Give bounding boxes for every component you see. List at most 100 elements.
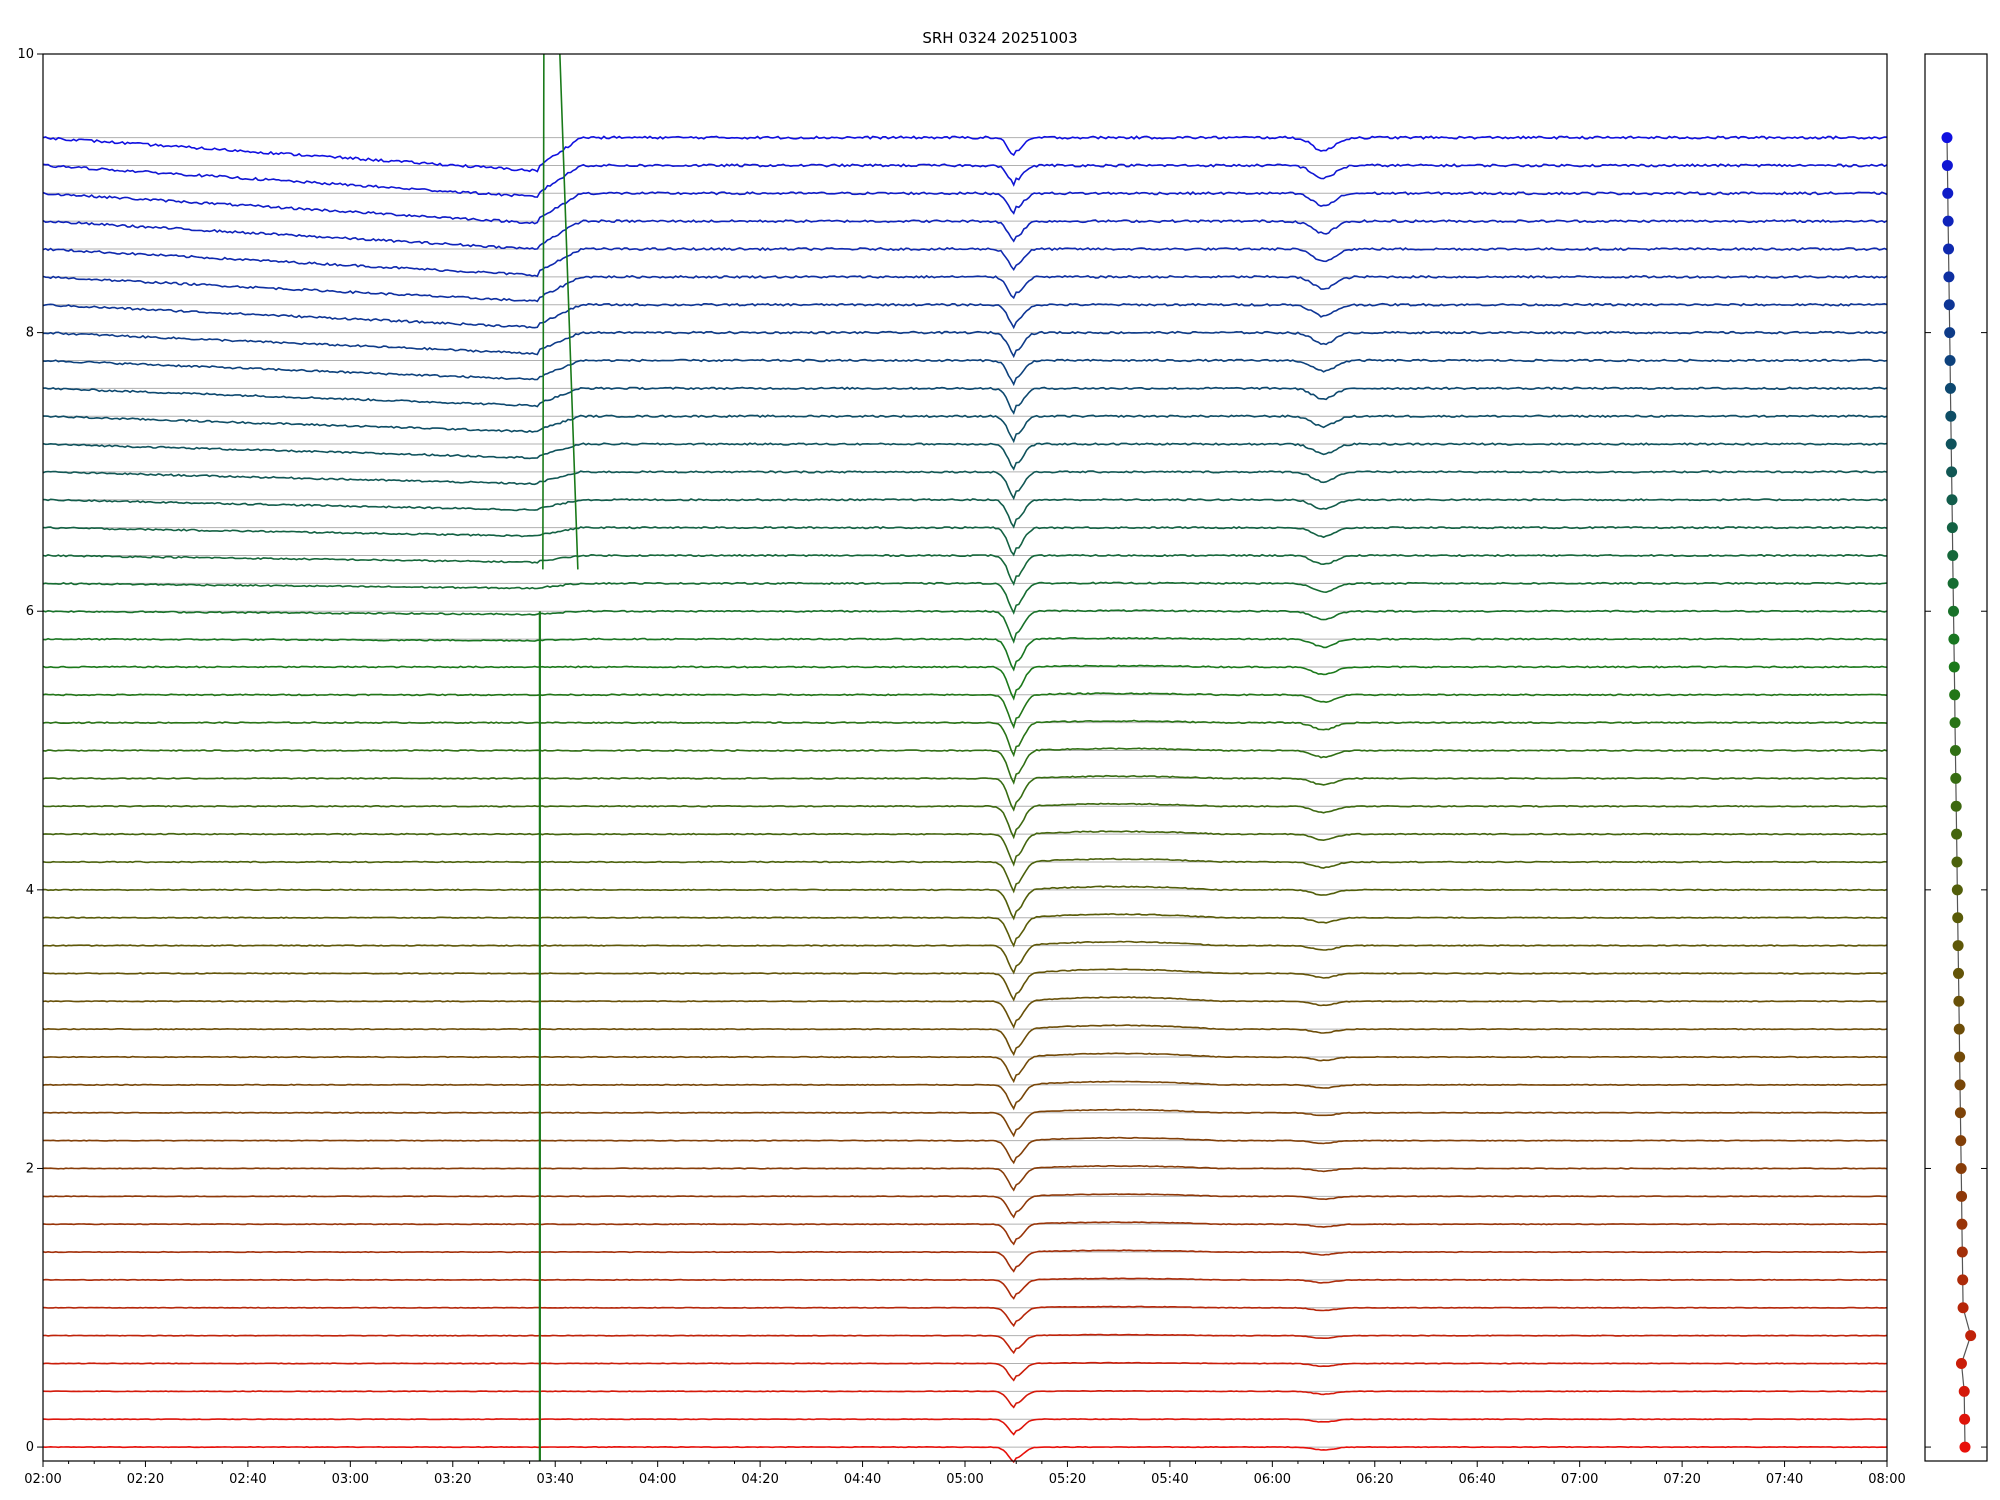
trace-channel-44 [42, 219, 1888, 251]
side-panel-dot-25 [1949, 745, 1961, 757]
trace-channel-26 [42, 719, 1888, 758]
trace-channel-2 [42, 1389, 1888, 1409]
side-panel-dot-16 [1953, 995, 1965, 1007]
side-panel-dot-7 [1956, 1246, 1968, 1258]
x-tick-label-1: 02:20 [127, 1472, 164, 1487]
trace-channel-23 [42, 802, 1888, 840]
side-panel-dot-27 [1949, 689, 1961, 701]
side-panel-dot-5 [1957, 1302, 1969, 1314]
trace-channel-34 [42, 498, 1888, 529]
trace-channel-27 [42, 692, 1888, 730]
side-panel-dot-40 [1944, 327, 1956, 339]
side-panel-dot-4 [1965, 1330, 1977, 1342]
side-panel-dot-17 [1952, 967, 1964, 979]
trace-channel-36 [42, 442, 1888, 471]
side-panel-dot-44 [1942, 215, 1954, 227]
side-panel-dot-42 [1943, 271, 1955, 283]
trace-channel-41 [42, 302, 1888, 330]
side-panel-dot-10 [1955, 1162, 1967, 1174]
trace-channel-11 [42, 1136, 1888, 1165]
side-panel-dot-14 [1954, 1051, 1966, 1063]
x-tick-label-9: 05:00 [946, 1472, 983, 1487]
y-tick-label-1: 2 [26, 1161, 34, 1176]
spike-artefact-excursion [542, 53, 579, 570]
trace-channel-45 [42, 191, 1888, 225]
side-panel-dot-12 [1954, 1107, 1966, 1119]
channel-traces [42, 53, 1888, 1464]
trace-channel-29 [42, 636, 1888, 672]
trace-channel-37 [43, 414, 1888, 444]
side-panel [1924, 53, 1988, 1462]
trace-channel-12 [42, 1108, 1888, 1138]
trace-channel-42 [42, 274, 1888, 303]
side-panel-frame [1924, 53, 1988, 1462]
x-tick-label-10: 05:20 [1049, 1472, 1086, 1487]
trace-channel-24 [42, 774, 1888, 812]
trace-channel-19 [42, 913, 1887, 948]
trace-channel-33 [42, 525, 1888, 557]
side-panel-dot-21 [1951, 856, 1963, 868]
side-panel-markers [1941, 132, 1977, 1453]
side-panel-dot-15 [1953, 1023, 1965, 1035]
x-tick-label-8: 04:40 [844, 1472, 881, 1487]
y-tick-label-0: 0 [26, 1440, 34, 1455]
side-panel-dot-24 [1950, 772, 1962, 784]
x-tick-label-14: 06:40 [1458, 1472, 1495, 1487]
side-panel-dot-23 [1950, 800, 1962, 812]
trace-channel-40 [43, 330, 1888, 359]
trace-channel-47 [42, 135, 1888, 173]
side-panel-dot-3 [1955, 1357, 1967, 1369]
trace-channel-20 [42, 885, 1888, 921]
x-tick-label-11: 05:40 [1151, 1472, 1188, 1487]
x-tick-label-18: 08:00 [1868, 1472, 1905, 1487]
trace-channel-8 [42, 1221, 1888, 1246]
side-panel-dot-30 [1948, 605, 1960, 617]
trace-channel-3 [42, 1361, 1888, 1382]
chart-title: SRH 0324 20251003 [922, 29, 1077, 47]
side-panel-dot-11 [1955, 1135, 1967, 1147]
trace-channel-15 [42, 1024, 1888, 1057]
x-tick-label-13: 06:20 [1356, 1472, 1393, 1487]
trace-channel-9 [42, 1193, 1888, 1219]
side-panel-dot-28 [1948, 661, 1960, 673]
side-panel-dot-9 [1956, 1190, 1968, 1202]
trace-channel-39 [42, 358, 1888, 387]
trace-channel-35 [42, 470, 1888, 501]
channel-gridlines [43, 137, 1887, 1448]
x-tick-label-0: 02:00 [24, 1472, 61, 1487]
side-panel-dot-26 [1949, 717, 1961, 729]
trace-channel-22 [42, 830, 1888, 867]
x-tick-label-6: 04:00 [639, 1472, 676, 1487]
side-panel-dot-45 [1942, 187, 1954, 199]
trace-channel-16 [42, 996, 1888, 1030]
side-panel-dot-38 [1944, 382, 1956, 394]
side-panel-dot-32 [1947, 550, 1959, 562]
y-tick-label-4: 8 [26, 326, 34, 341]
side-panel-dot-35 [1946, 466, 1958, 478]
trace-channel-0 [42, 1445, 1888, 1464]
x-tick-label-15: 07:00 [1561, 1472, 1598, 1487]
y-tick-label-3: 6 [26, 604, 34, 619]
side-panel-dot-1 [1959, 1413, 1971, 1425]
trace-channel-18 [42, 940, 1888, 975]
x-tick-label-16: 07:20 [1663, 1472, 1700, 1487]
side-panel-dot-33 [1946, 522, 1958, 534]
x-tick-label-3: 03:00 [332, 1472, 369, 1487]
x-tick-label-7: 04:20 [741, 1472, 778, 1487]
trace-channel-14 [42, 1052, 1887, 1084]
trace-channel-4 [42, 1333, 1888, 1355]
side-panel-dot-41 [1943, 299, 1955, 311]
side-panel-dot-31 [1947, 577, 1959, 589]
x-tick-label-2: 02:40 [229, 1472, 266, 1487]
side-panel-dot-22 [1951, 828, 1963, 840]
x-tick-label-17: 07:40 [1766, 1472, 1803, 1487]
trace-channel-7 [42, 1249, 1888, 1273]
y-tick-label-2: 4 [26, 883, 34, 898]
trace-channel-32 [42, 553, 1887, 586]
y-tick-label-5: 10 [17, 47, 34, 62]
side-panel-dot-19 [1952, 912, 1964, 924]
side-panel-dot-47 [1941, 132, 1953, 144]
trace-channel-10 [42, 1164, 1888, 1192]
main-plot-frame [42, 53, 1888, 1462]
